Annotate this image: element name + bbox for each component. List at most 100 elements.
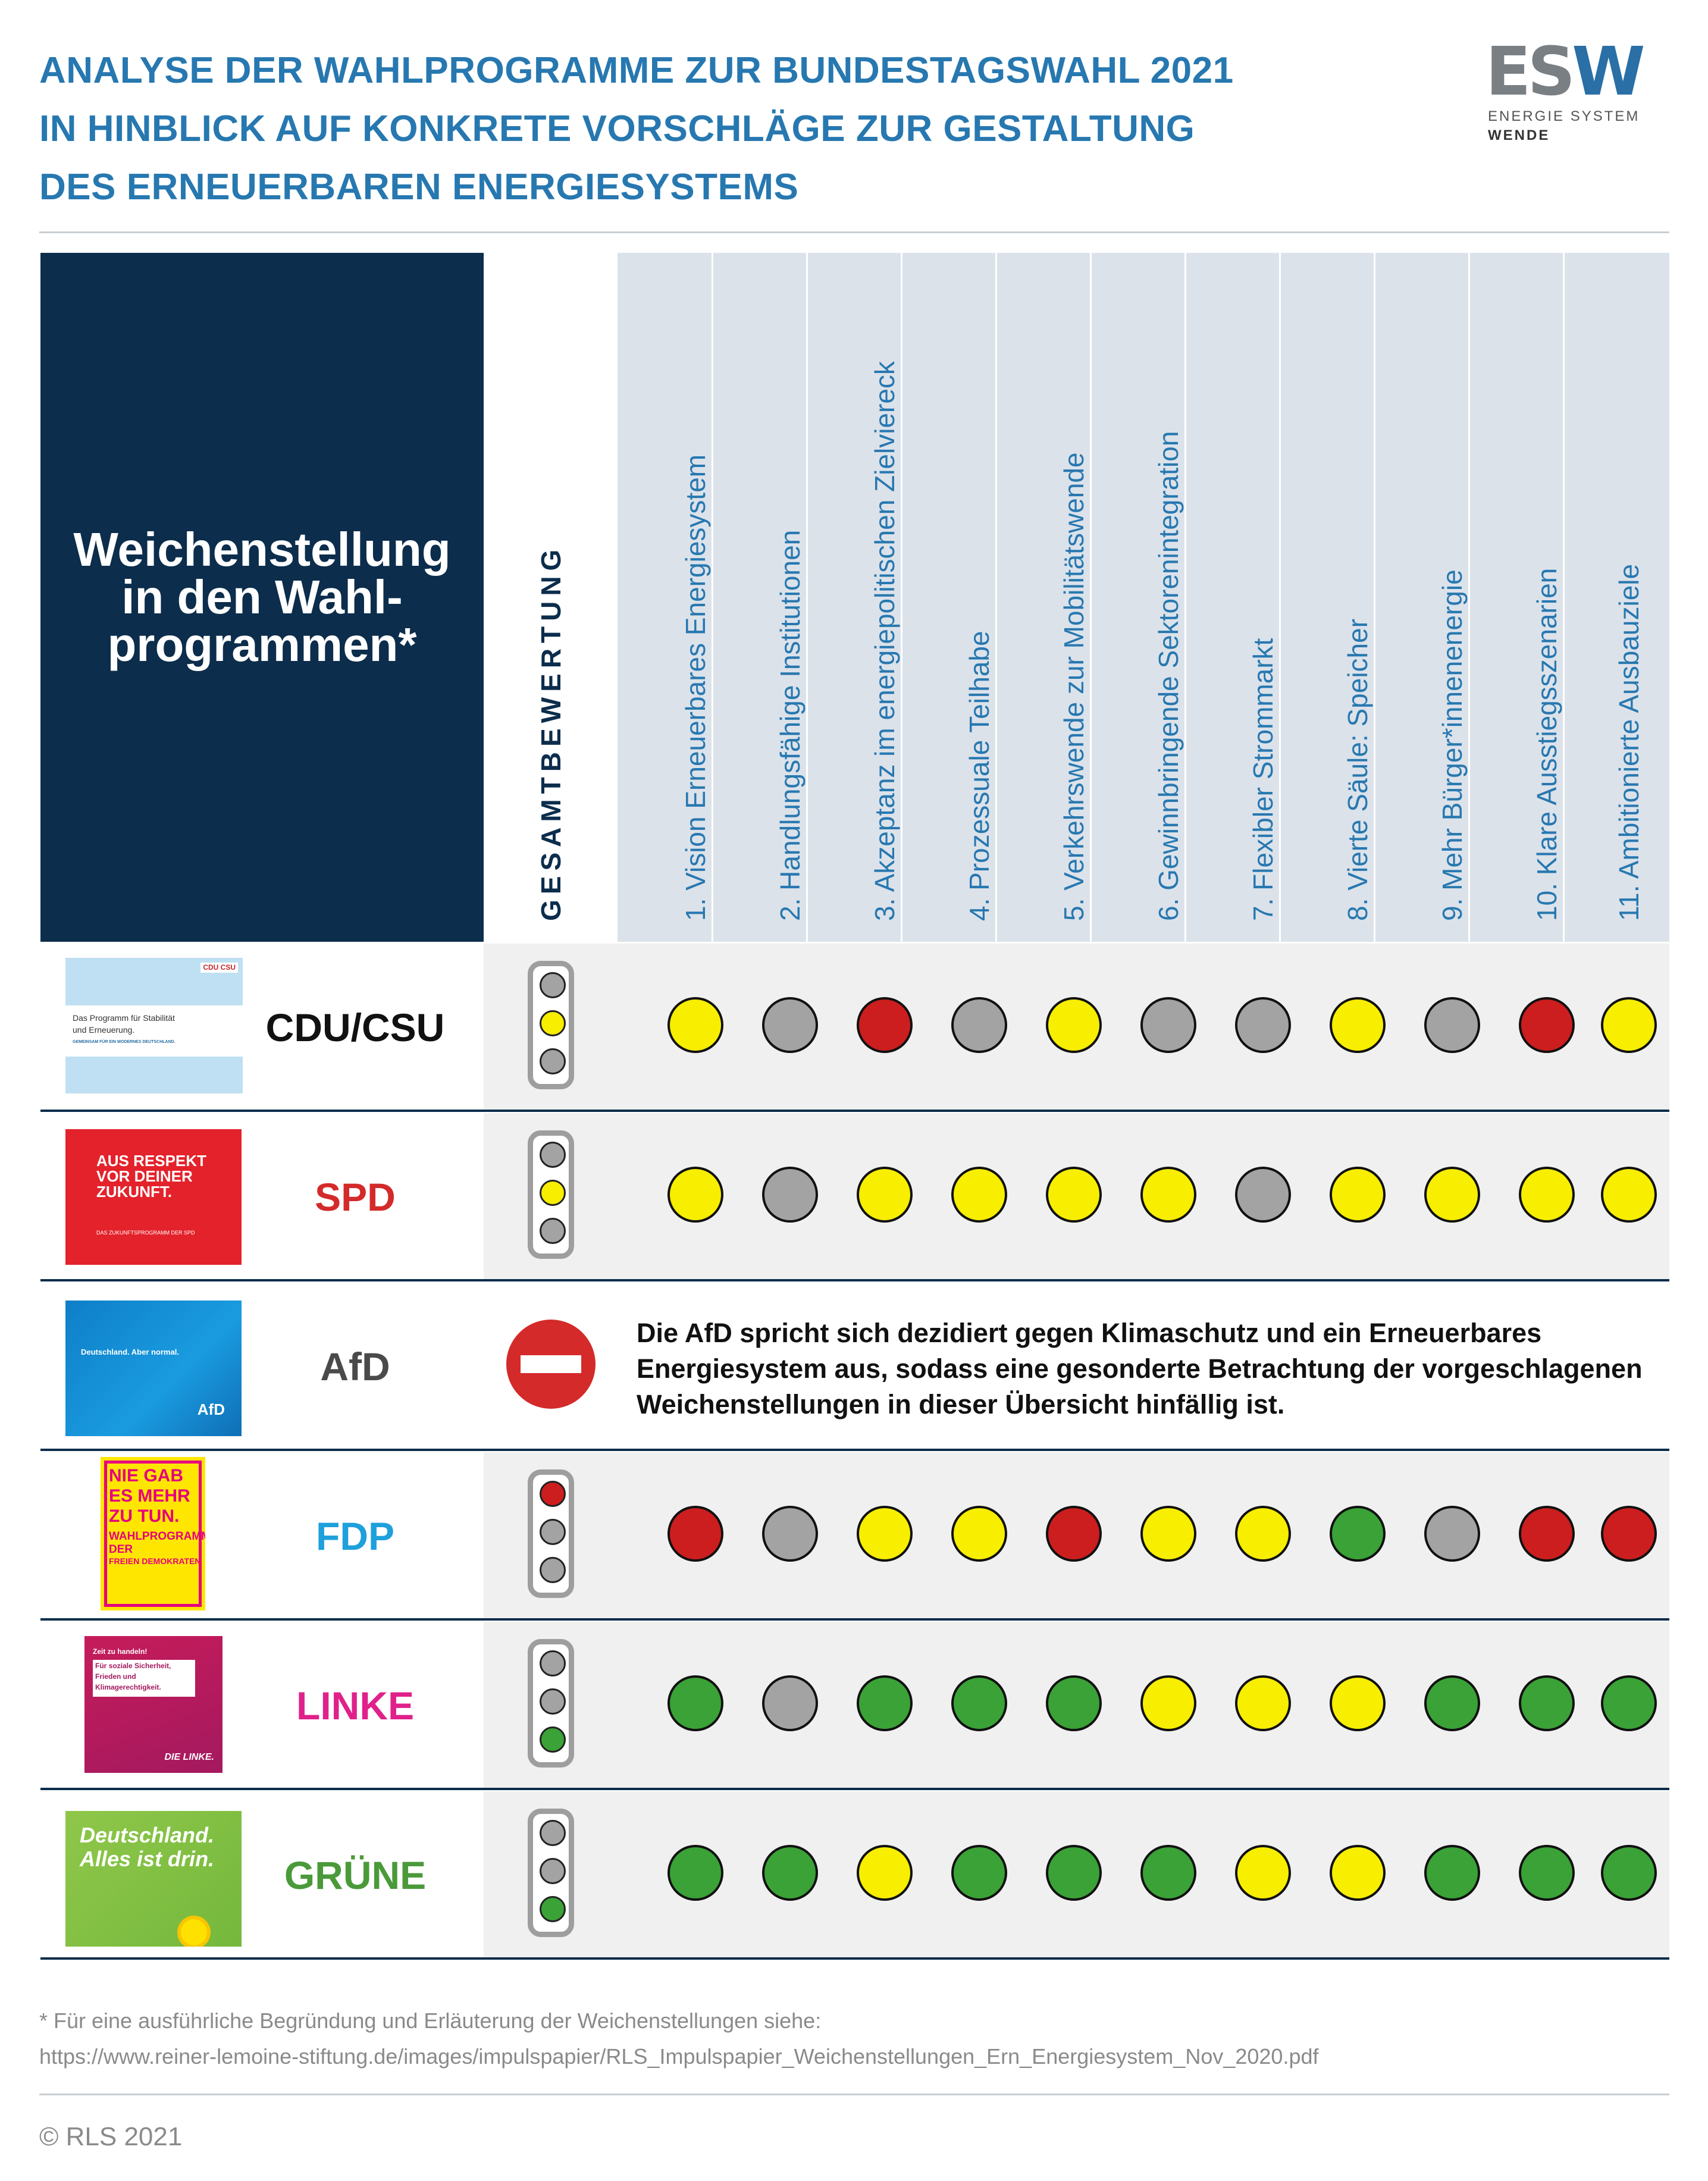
rating-dot bbox=[1424, 1675, 1480, 1731]
rating-dot bbox=[1601, 1166, 1657, 1223]
spd-cover-line-4: DAS ZUKUNFTSPROGRAMM DER SPD bbox=[96, 1230, 195, 1236]
spd-cover-line-1: AUS RESPEKT bbox=[96, 1152, 206, 1170]
traffic-light-lamp-green bbox=[540, 1217, 566, 1244]
rating-dot bbox=[1424, 1844, 1480, 1901]
afd-cover-line-1: Deutschland. Aber normal. bbox=[81, 1348, 179, 1356]
rating-dot bbox=[1330, 997, 1386, 1053]
traffic-light-lamp-yellow bbox=[540, 1179, 566, 1206]
fdp-program-cover: NIE GAB ES MEHR ZU TUN. WAHLPROGRAMM DER… bbox=[101, 1457, 205, 1610]
party-name: CDU/CSU bbox=[265, 1005, 445, 1049]
rating-dot bbox=[1330, 1505, 1386, 1562]
rating-dot bbox=[951, 997, 1007, 1053]
linke-cover-line-2: Für soziale Sicherheit, bbox=[95, 1662, 171, 1670]
rating-dot bbox=[1235, 1166, 1291, 1223]
traffic-light-lamp-green bbox=[540, 1726, 566, 1753]
rating-dot bbox=[1601, 997, 1657, 1053]
rating-dot bbox=[857, 997, 913, 1053]
rating-dot bbox=[1140, 1675, 1196, 1731]
party-name: LINKE bbox=[296, 1683, 414, 1728]
party-name: FDP bbox=[316, 1513, 394, 1558]
rating-dot bbox=[1235, 1505, 1291, 1562]
rating-dot bbox=[951, 1505, 1007, 1562]
overall-rating-traffic-light bbox=[528, 1130, 574, 1259]
rating-dot bbox=[1235, 1675, 1291, 1731]
rating-dot bbox=[1330, 1844, 1386, 1901]
esw-logo: ESW ENERGIE SYSTEM WENDE bbox=[1486, 39, 1664, 152]
esw-logo-line-1: ENERGIE SYSTEM bbox=[1488, 108, 1640, 124]
row-divider bbox=[40, 1957, 1669, 1960]
rating-dot bbox=[762, 1844, 818, 1901]
row-divider bbox=[40, 1110, 1669, 1112]
fdp-cover-frame bbox=[104, 1461, 202, 1607]
party-name: AfD bbox=[320, 1344, 390, 1389]
fdp-cover-line-2: ES MEHR bbox=[109, 1486, 190, 1506]
traffic-light-lamp-green bbox=[540, 1895, 566, 1922]
rating-dot bbox=[1601, 1844, 1657, 1901]
column-separator bbox=[901, 253, 902, 942]
rating-dot bbox=[1046, 1675, 1102, 1731]
rating-dot bbox=[1424, 1505, 1480, 1562]
overall-rating-traffic-light bbox=[528, 1638, 574, 1768]
title-line-3: DES ERNEUERBAREN ENERGIESYSTEMS bbox=[39, 167, 799, 208]
rating-dot bbox=[1046, 997, 1102, 1053]
row-divider bbox=[40, 1279, 1669, 1281]
cdu-cover-line-3: GEMEINSAM FÜR EIN MODERNES DEUTSCHLAND. bbox=[73, 1040, 175, 1044]
rating-dot bbox=[667, 1675, 723, 1731]
afd-cover-brand: AfD bbox=[197, 1400, 225, 1418]
traffic-light-lamp-yellow bbox=[540, 1518, 566, 1545]
rating-dot bbox=[1519, 997, 1575, 1053]
esw-logo-mark: ESW bbox=[1486, 39, 1646, 105]
title-line-1: ANALYSE DER WAHLPROGRAMME ZUR BUNDESTAGS… bbox=[39, 50, 1234, 91]
footnote-line-1: * Für eine ausführliche Begründung und E… bbox=[39, 2008, 822, 2033]
sunflower-icon bbox=[177, 1916, 211, 1947]
rating-dot bbox=[667, 1505, 723, 1562]
column-separator bbox=[806, 253, 808, 942]
row-header-cell: Weichenstellung in den Wahl- programmen* bbox=[40, 253, 484, 942]
rating-dot bbox=[667, 997, 723, 1053]
rating-dot bbox=[667, 1166, 723, 1223]
footnote: * Für eine ausführliche Begründung und E… bbox=[39, 2003, 1319, 2075]
traffic-light-lamp-green bbox=[540, 1048, 566, 1074]
afd-program-cover: Deutschland. Aber normal. AfD bbox=[65, 1301, 242, 1436]
row-header-label: Weichenstellung in den Wahl- programmen* bbox=[73, 523, 451, 671]
traffic-light-lamp-red bbox=[540, 1819, 566, 1846]
linke-cover-line-4: Klimagerechtigkeit. bbox=[95, 1683, 161, 1691]
rating-dot bbox=[951, 1166, 1007, 1223]
rating-dot bbox=[1235, 997, 1291, 1053]
rating-dot bbox=[951, 1675, 1007, 1731]
cdu-program-cover: CDU CSU Das Programm für Stabilität und … bbox=[65, 958, 243, 1093]
spd-cover-line-2: VOR DEINER bbox=[96, 1167, 193, 1185]
rating-dot bbox=[951, 1844, 1007, 1901]
gruene-cover-line-2: Alles ist drin. bbox=[80, 1847, 215, 1871]
rating-dot bbox=[1330, 1675, 1386, 1731]
rating-dot bbox=[762, 1675, 818, 1731]
traffic-light-lamp-red bbox=[540, 1480, 566, 1507]
rating-dot bbox=[762, 997, 818, 1053]
gruene-program-cover: Deutschland. Alles ist drin. bbox=[65, 1811, 242, 1947]
traffic-light-lamp-red bbox=[540, 1141, 566, 1168]
rating-dot bbox=[1140, 1844, 1196, 1901]
fdp-cover-line-1: NIE GAB bbox=[109, 1466, 184, 1486]
row-divider bbox=[40, 1449, 1669, 1451]
row-divider bbox=[40, 1788, 1669, 1790]
traffic-light-lamp-yellow bbox=[540, 1688, 566, 1715]
column-separator bbox=[712, 253, 713, 942]
rating-dot bbox=[1601, 1505, 1657, 1562]
column-separator bbox=[1090, 253, 1092, 942]
criteria-header-cell bbox=[618, 253, 1669, 942]
rating-dot bbox=[1140, 997, 1196, 1053]
no-entry-icon bbox=[506, 1319, 596, 1409]
column-separator bbox=[1184, 253, 1186, 942]
party-name: GRÜNE bbox=[284, 1853, 427, 1897]
rating-dot bbox=[1519, 1166, 1575, 1223]
copyright: © RLS 2021 bbox=[39, 2122, 183, 2151]
footnote-link[interactable]: https://www.reiner-lemoine-stiftung.de/i… bbox=[39, 2044, 1319, 2069]
rating-dot bbox=[1046, 1166, 1102, 1223]
traffic-light-lamp-yellow bbox=[540, 1010, 566, 1036]
linke-program-cover: Zeit zu handeln! Für soziale Sicherheit,… bbox=[84, 1636, 222, 1773]
rating-dot bbox=[857, 1844, 913, 1901]
traffic-light-lamp-yellow bbox=[540, 1857, 566, 1884]
gesamt-header-cell bbox=[484, 253, 618, 942]
column-separator bbox=[1279, 253, 1281, 942]
title-line-2: IN HINBLICK AUF KONKRETE VORSCHLÄGE ZUR … bbox=[39, 108, 1195, 149]
